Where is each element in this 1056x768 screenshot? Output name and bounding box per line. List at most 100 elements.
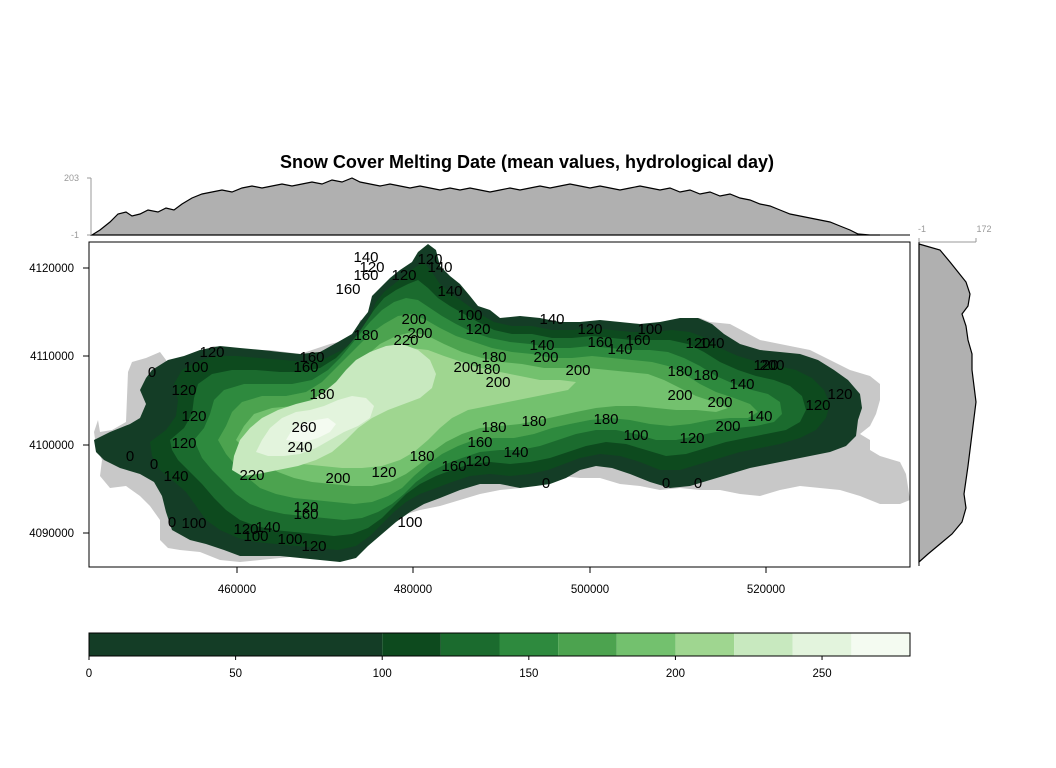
map-panel: 460000 480000 500000 520000 4120000 4110… [29, 241, 911, 596]
contour-label: 160 [293, 506, 318, 523]
top-marginal-plot: 203 -1 [64, 173, 910, 240]
contour-label: 120 [391, 267, 416, 284]
color-key-cell [734, 633, 793, 656]
contour-label: 0 [542, 475, 550, 492]
contour-label: 160 [441, 458, 466, 475]
color-key-cell [440, 633, 500, 656]
contour-label: 0 [148, 364, 156, 381]
x-tick-label: 500000 [571, 584, 609, 596]
right-margin-max-label: 172 [976, 224, 991, 234]
contour-label: 120 [199, 344, 224, 361]
contour-label: 200 [565, 362, 590, 379]
color-key-tick-label: 0 [86, 668, 92, 680]
contour-label: 140 [699, 335, 724, 352]
contour-label: 0 [168, 514, 176, 531]
contour-label: 120 [753, 357, 778, 374]
color-key-tick-label: 200 [666, 668, 685, 680]
contour-label: 0 [126, 448, 134, 465]
contour-label: 160 [335, 281, 360, 298]
contour-label: 180 [353, 327, 378, 344]
contour-label: 100 [181, 515, 206, 532]
contour-label: 220 [393, 332, 418, 349]
color-key-ticks: 0 50 100 150 200 250 [86, 656, 832, 680]
contour-label: 140 [427, 259, 452, 276]
contour-label: 160 [293, 359, 318, 376]
contour-label: 120 [465, 453, 490, 470]
contour-label: 180 [693, 367, 718, 384]
contour-label: 200 [533, 349, 558, 366]
contour-label: 140 [437, 283, 462, 300]
contour-label: 240 [287, 439, 312, 456]
contour-label: 140 [353, 249, 378, 266]
contour-label: 100 [623, 427, 648, 444]
contour-label: 180 [409, 448, 434, 465]
color-key-tick-label: 250 [812, 668, 831, 680]
contour-labels: 140 120 120 160 120 140 160 140 200 100 … [126, 249, 853, 555]
map-title: Snow Cover Melting Date (mean values, hy… [280, 152, 774, 172]
contour-label: 100 [457, 307, 482, 324]
contour-label: 160 [467, 434, 492, 451]
contour-label: 180 [481, 349, 506, 366]
contour-label: 160 [353, 267, 378, 284]
contour-label: 120 [171, 382, 196, 399]
right-margin-min-label: -1 [918, 224, 926, 234]
contour-label: 180 [481, 419, 506, 436]
top-margin-min-label: -1 [71, 230, 79, 240]
contour-label: 100 [277, 531, 302, 548]
contour-label: 200 [407, 325, 432, 342]
y-tick-label: 4100000 [29, 440, 74, 452]
contour-label: 120 [301, 538, 326, 555]
color-key-cell [675, 633, 735, 656]
x-axis: 460000 480000 500000 520000 [218, 567, 785, 596]
color-key-tick-label: 50 [229, 668, 242, 680]
contour-label: 120 [293, 499, 318, 516]
contour-label: 200 [453, 359, 478, 376]
x-tick-label: 460000 [218, 584, 256, 596]
melt-class-260-280 [286, 418, 336, 442]
map-frame [88, 241, 911, 568]
color-key-cell [851, 633, 910, 656]
contour-label: 140 [747, 408, 772, 425]
contour-label: 120 [577, 321, 602, 338]
x-tick-label: 480000 [394, 584, 432, 596]
color-key-cell [792, 633, 852, 656]
contour-label: 120 [805, 397, 830, 414]
contour-label: 120 [181, 408, 206, 425]
contour-label: 200 [485, 374, 510, 391]
contour-label: 100 [637, 321, 662, 338]
color-key-frame [88, 632, 911, 657]
contour-label: 200 [325, 470, 350, 487]
contour-label: 120 [827, 386, 852, 403]
color-key-cell [616, 633, 676, 656]
contour-label: 120 [233, 521, 258, 538]
top-margin-max-label: 203 [64, 173, 79, 183]
x-tick-label: 520000 [747, 584, 785, 596]
color-key-tick-label: 100 [373, 668, 392, 680]
contour-label: 0 [694, 475, 702, 492]
contour-label: 140 [529, 337, 554, 354]
contour-label: 260 [291, 419, 316, 436]
contour-label: 200 [715, 418, 740, 435]
contour-label: 180 [593, 411, 618, 428]
contour-label: 120 [679, 430, 704, 447]
contour-label: 120 [371, 464, 396, 481]
contour-label: 200 [667, 387, 692, 404]
color-key-cells [89, 633, 910, 656]
color-key: 0 50 100 150 200 250 [86, 632, 911, 680]
y-tick-label: 4090000 [29, 528, 74, 540]
contour-label: 120 [417, 251, 442, 268]
contour-label: 200 [401, 311, 426, 328]
contour-label: 120 [685, 335, 710, 352]
contour-label: 100 [183, 359, 208, 376]
contour-label: 160 [299, 349, 324, 366]
y-tick-label: 4120000 [29, 263, 74, 275]
contour-label: 180 [475, 361, 500, 378]
color-key-cell [499, 633, 559, 656]
top-marginal-area [89, 177, 880, 236]
y-axis: 4120000 4110000 4100000 4090000 [29, 263, 89, 540]
contour-label: 140 [607, 341, 632, 358]
contour-label: 140 [503, 444, 528, 461]
right-marginal-plot: -1 172 [918, 224, 992, 566]
color-key-cell [89, 633, 383, 656]
